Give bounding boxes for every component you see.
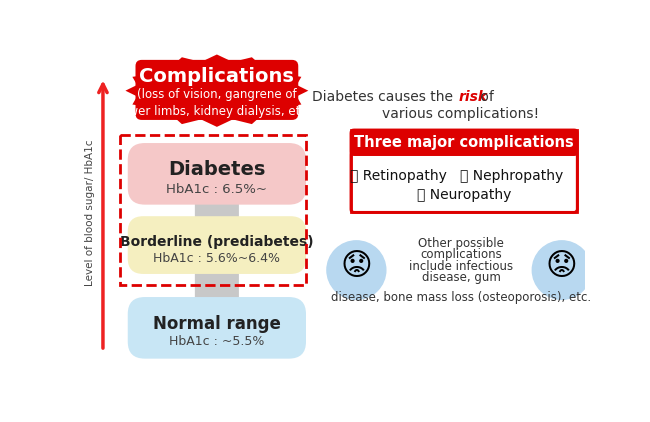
FancyBboxPatch shape [128,297,306,359]
Text: of: of [476,90,495,104]
Text: Level of blood sugar/ HbA1c: Level of blood sugar/ HbA1c [84,139,95,286]
FancyArrow shape [186,170,248,335]
FancyBboxPatch shape [128,143,306,205]
Text: disease, gum: disease, gum [422,271,500,284]
Bar [351,130,577,212]
Text: disease, bone mass loss (osteoporosis), etc.: disease, bone mass loss (osteoporosis), … [331,290,591,303]
Text: ・ Neuropathy: ・ Neuropathy [417,188,512,203]
Circle shape [327,241,386,299]
Text: include infectious: include infectious [409,260,513,273]
Text: Diabetes causes the: Diabetes causes the [312,90,457,104]
Text: Diabetes: Diabetes [168,160,266,179]
Text: Complications: Complications [140,68,294,87]
Bar [120,135,306,286]
Text: HbA1c : ~5.5%: HbA1c : ~5.5% [169,335,265,348]
Text: 😟: 😟 [341,252,372,281]
Text: HbA1c : 6.5%~: HbA1c : 6.5%~ [166,183,267,196]
FancyBboxPatch shape [128,216,306,274]
Text: Other possible: Other possible [418,237,504,250]
Text: HbA1c : 5.6%~6.4%: HbA1c : 5.6%~6.4% [153,252,280,265]
Text: Borderline (prediabetes): Borderline (prediabetes) [120,235,314,249]
Text: 😟: 😟 [546,252,578,281]
Text: various complications!: various complications! [382,107,540,121]
Text: (loss of vision, gangrene of
lower limbs, kidney dialysis, etc.): (loss of vision, gangrene of lower limbs… [118,88,315,118]
Text: ・ Retinopathy   ・ Nephropathy: ・ Retinopathy ・ Nephropathy [350,169,563,183]
Circle shape [532,241,592,299]
FancyBboxPatch shape [135,60,298,120]
Text: Three major complications: Three major complications [354,135,574,150]
FancyBboxPatch shape [351,151,577,212]
FancyBboxPatch shape [351,130,577,154]
Text: Normal range: Normal range [153,315,281,333]
Polygon shape [125,54,308,127]
Text: risk: risk [459,90,488,104]
Text: complications: complications [420,248,502,261]
